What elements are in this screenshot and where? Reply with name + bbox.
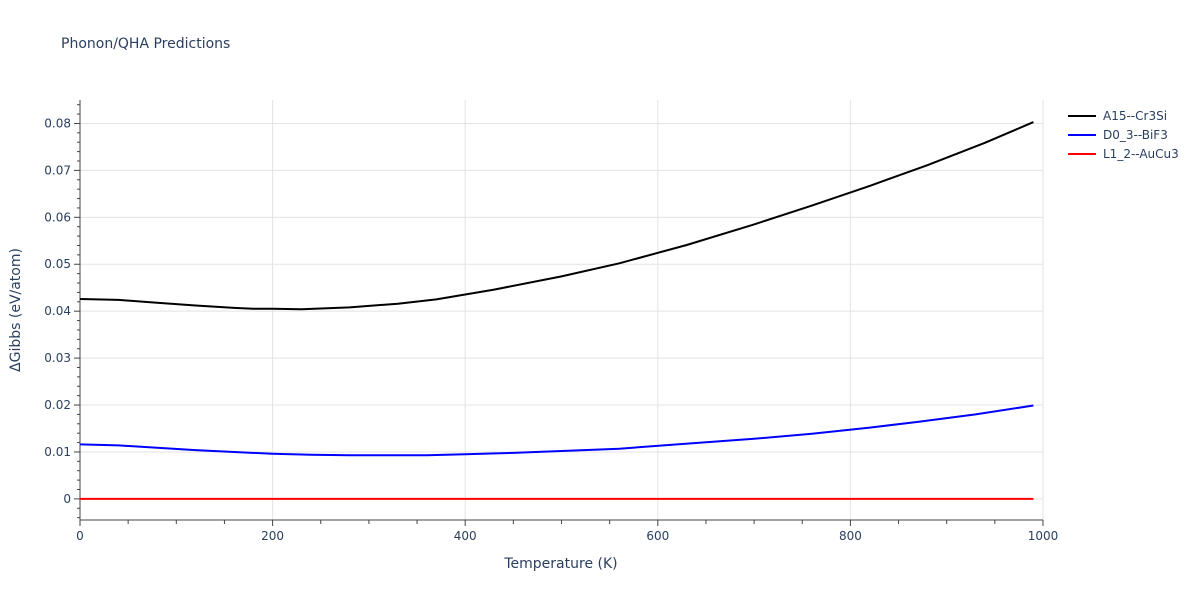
x-tick-label: 800 [839,529,862,543]
x-tick-label: 600 [646,529,669,543]
y-tick-label: 0.06 [44,210,71,224]
chart-title: Phonon/QHA Predictions [61,36,231,52]
grid-lines [80,100,1044,520]
legend-swatch [1068,152,1096,155]
x-tick-label: 200 [261,529,284,543]
series-lines [79,121,1034,500]
legend-label: A15--Cr3Si [1103,108,1168,123]
legend-swatch [1068,133,1096,136]
legend-swatch [1068,114,1096,117]
x-tick-label: 1000 [1028,529,1059,543]
series-line-2 [79,404,1034,457]
x-tick-label: 400 [454,529,477,543]
y-tick-label: 0.01 [44,445,71,459]
y-tick-label: 0.07 [44,163,71,177]
legend-label: L1_2--AuCu3 [1103,146,1179,161]
y-tick-label: 0.04 [44,304,71,318]
legend-item[interactable]: D0_3--BiF3 [1068,125,1179,144]
y-tick-label: 0 [63,492,71,506]
series-line-1 [79,121,1034,311]
y-tick-label: 0.05 [44,257,71,271]
legend-item[interactable]: L1_2--AuCu3 [1068,144,1179,163]
y-tick-label: 0.03 [44,351,71,365]
legend-item[interactable]: A15--Cr3Si [1068,106,1179,125]
legend-label: D0_3--BiF3 [1103,127,1168,142]
x-axis-label: Temperature (K) [503,556,617,572]
y-tick-label: 0.08 [44,116,71,130]
legend: A15--Cr3Si D0_3--BiF3 L1_2--AuCu3 [1068,106,1179,163]
y-axis-label: ΔGibbs (eV/atom) [8,248,24,372]
x-tick-label: 0 [76,529,84,543]
axes: 0 200 400 600 800 1000 0 0.01 0.02 0.03 0.04 0.05 0.… [44,100,1058,543]
y-tick-label: 0.02 [44,398,71,412]
